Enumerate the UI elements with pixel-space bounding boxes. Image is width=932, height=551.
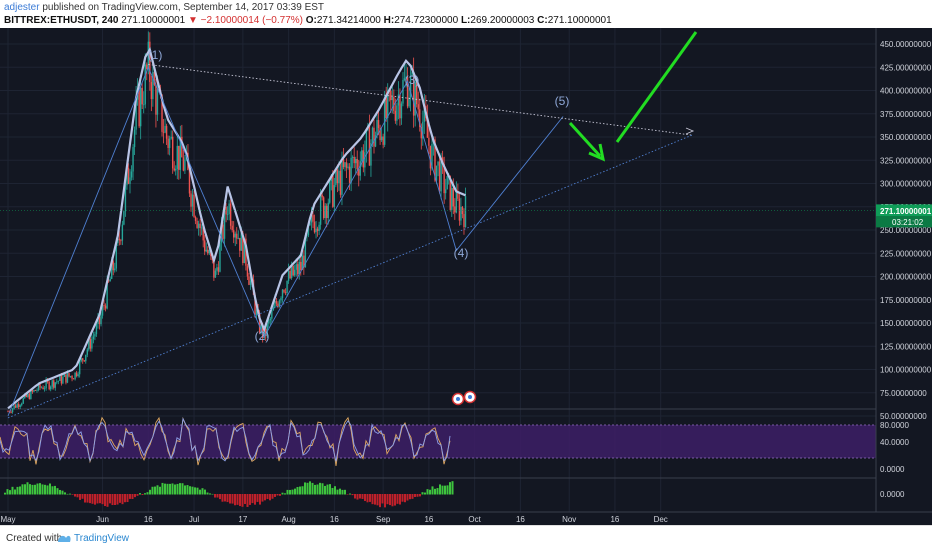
chart-header: adjester published on TradingView.com, S… xyxy=(0,0,932,28)
close-label: C: xyxy=(537,15,548,26)
price-tick-label: 450.00000000 xyxy=(880,40,932,49)
price-tick-label: 425.00000000 xyxy=(880,63,932,72)
tradingview-logo-icon xyxy=(58,535,71,542)
open-label: O: xyxy=(305,15,317,26)
rsi-oscillator xyxy=(0,416,451,467)
wave-label-2: (2) xyxy=(255,329,270,343)
price-tick-label: 250.00000000 xyxy=(880,226,932,235)
price-change: ▼ −2.10000014 (−0.77%) xyxy=(188,15,303,26)
time-tick-label: 17 xyxy=(238,515,247,524)
time-tick-label: 16 xyxy=(424,515,433,524)
time-tick-label: Jun xyxy=(96,515,109,524)
low-label: L: xyxy=(460,15,471,26)
time-tick-label: 16 xyxy=(144,515,153,524)
chart-area[interactable]: (1) (2) (3) (4) (5) 450.00000000 425.00000000… xyxy=(0,28,932,525)
time-tick-label: May xyxy=(0,515,15,524)
publish-info: published on TradingView.com, September … xyxy=(42,2,325,13)
wave-label-4: (4) xyxy=(454,246,469,260)
high-label: H: xyxy=(383,15,395,26)
author-link[interactable]: adjester xyxy=(4,2,40,13)
time-tick-label: Aug xyxy=(281,515,295,524)
footer: Created with TradingView xyxy=(0,525,932,551)
current-price-tag: 271.10000001 03:21:02 xyxy=(0,204,932,228)
rsi-tick-label: 80.0000 xyxy=(880,421,909,430)
price-tick-label: 50.00000000 xyxy=(880,412,927,421)
price-tick-label: 350.00000000 xyxy=(880,133,932,142)
open-value: 271.34214000 xyxy=(316,15,381,26)
price-tick-label: 150.00000000 xyxy=(880,319,932,328)
price-tick-label: 75.00000000 xyxy=(880,389,927,398)
wave-labels: (1) (2) (3) (4) (5) xyxy=(148,48,570,343)
publish-line: adjester published on TradingView.com, S… xyxy=(4,2,324,13)
rsi-axis: 80.0000 40.0000 0.0000 xyxy=(880,421,909,474)
time-tick-label: 16 xyxy=(516,515,525,524)
tradingview-brand[interactable]: TradingView xyxy=(74,533,130,544)
price-candles xyxy=(7,31,467,414)
wave-label-5: (5) xyxy=(555,94,570,108)
created-with-label: Created with xyxy=(6,533,63,544)
momentum-axis: 0.0000 xyxy=(880,490,905,499)
green-arrows xyxy=(568,31,698,162)
last-price: 271.10000001 xyxy=(121,15,186,26)
rsi-tick-label: 0.0000 xyxy=(880,465,905,474)
candle-countdown: 03:21:02 xyxy=(892,218,924,227)
price-tick-label: 200.00000000 xyxy=(880,273,932,282)
current-price-label: 271.10000001 xyxy=(880,207,932,216)
time-tick-label: Jul xyxy=(189,515,199,524)
price-tick-label: 325.00000000 xyxy=(880,156,932,165)
momentum-histogram xyxy=(4,481,454,508)
ohlc-line: BITTREX:ETHUSDT, 240 271.10000001 ▼ −2.1… xyxy=(4,15,612,26)
time-tick-label: Dec xyxy=(654,515,668,524)
time-tick-label: Sep xyxy=(376,515,391,524)
price-axis[interactable]: 450.00000000 425.00000000 400.00000000 375.… xyxy=(875,28,932,525)
price-tick-label: 100.00000000 xyxy=(880,366,932,375)
wave-label-3: (3) xyxy=(405,73,420,87)
wave-label-1: (1) xyxy=(148,48,163,62)
momentum-tick-label: 0.0000 xyxy=(880,490,905,499)
time-axis[interactable]: May Jun 16 Jul 17 Aug 16 Sep 16 Oct 16 Nov 16 Dec xyxy=(0,511,932,525)
price-tick-label: 375.00000000 xyxy=(880,110,932,119)
symbol-label: BITTREX:ETHUSDT, 240 xyxy=(4,15,119,26)
price-tick-label: 400.00000000 xyxy=(880,87,932,96)
time-tick-label: Nov xyxy=(562,515,576,524)
trend-lines xyxy=(7,64,695,419)
event-icons[interactable] xyxy=(451,390,477,406)
time-tick-label: Oct xyxy=(468,515,481,524)
price-tick-label: 300.00000000 xyxy=(880,180,932,189)
moving-average-line xyxy=(7,46,466,410)
price-tick-label: 225.00000000 xyxy=(880,249,932,258)
high-value: 274.72300000 xyxy=(394,15,459,26)
rsi-tick-label: 40.0000 xyxy=(880,438,909,447)
time-tick-label: 16 xyxy=(610,515,619,524)
low-value: 269.20000003 xyxy=(470,15,535,26)
close-value: 271.10000001 xyxy=(547,15,612,26)
price-tick-label: 175.00000000 xyxy=(880,296,932,305)
time-tick-label: 16 xyxy=(330,515,339,524)
price-tick-label: 125.00000000 xyxy=(880,342,932,351)
